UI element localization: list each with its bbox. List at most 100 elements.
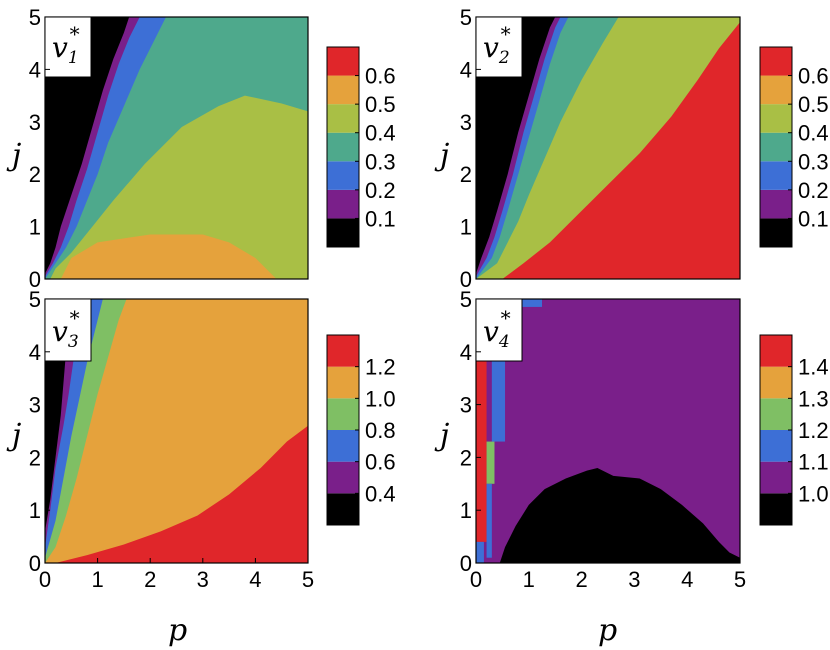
plot-frame-v3 — [44, 298, 309, 564]
xlabel-v4: p — [598, 613, 617, 648]
y-tick-label: 4 — [460, 57, 472, 82]
x-ticks-v3: 0 1 2 3 4 5 — [39, 558, 314, 592]
colorbar-swatch — [327, 366, 359, 399]
colorbar-swatch — [760, 493, 792, 525]
x-tick-label: 3 — [628, 567, 640, 592]
y-tick-label: 4 — [29, 57, 41, 82]
y-tick-label: 3 — [460, 110, 472, 135]
region-level-5 — [55, 425, 308, 563]
region-level-0 — [476, 17, 556, 274]
x-tick-label: 1 — [523, 567, 535, 592]
x-tick-label: 5 — [734, 567, 746, 592]
label-v2: v2* — [483, 22, 511, 68]
y-tick-label: 4 — [29, 340, 41, 365]
heatmap-v1 — [45, 17, 308, 279]
colorbar-swatch — [327, 335, 359, 367]
strip-level-5 — [476, 299, 487, 542]
y-tick-label: 0 — [29, 551, 41, 576]
colorbar-label: 0.6 — [365, 450, 396, 475]
panel-v4: v4* 0 1 2 3 4 5 0 1 2 3 4 5 j p 1.0 1.1 1.2 1.3 1.4 — [434, 287, 829, 648]
colorbar-swatch — [327, 398, 359, 430]
colorbar-label: 1.4 — [798, 355, 829, 380]
colorbar-frame — [759, 46, 793, 248]
colorbar-swatch — [760, 47, 792, 76]
panel-v2: v2* 0 1 2 3 4 5 j 0.1 0.2 0.3 0.4 0.5 0.6 — [434, 5, 829, 292]
strip-level-2 — [507, 299, 542, 307]
y-ticks-v4: 0 1 2 3 4 5 — [460, 287, 481, 576]
strip-level-3 — [486, 441, 495, 484]
colorbar-label: 0.6 — [365, 64, 396, 89]
label-v4: v4* — [483, 306, 511, 352]
x-tick-label: 1 — [91, 567, 103, 592]
y-tick-label: 2 — [460, 162, 472, 187]
colorbar-swatch — [760, 161, 792, 190]
colorbar-label: 0.1 — [798, 206, 829, 231]
x-tick-label: 4 — [249, 567, 261, 592]
colorbar-swatch — [760, 430, 792, 462]
y-tick-label: 2 — [460, 445, 472, 470]
ylabel-v2: j — [434, 138, 449, 173]
y-tick-label: 5 — [29, 287, 41, 312]
colorbar-label: 1.2 — [365, 355, 396, 380]
colorbar-label: 1.2 — [798, 418, 829, 443]
colorbar-swatch — [327, 189, 359, 219]
x-tick-label: 0 — [39, 567, 51, 592]
y-tick-label: 0 — [460, 267, 472, 292]
y-ticks-v3: 0 1 2 3 4 5 — [29, 287, 50, 576]
colorbar-swatch — [327, 104, 359, 133]
region-level-0 — [45, 17, 130, 274]
colorbar-v2: 0.1 0.2 0.3 0.4 0.5 0.6 — [759, 46, 829, 248]
colorbar-label: 0.2 — [365, 178, 396, 203]
colorbar-label: 0.3 — [365, 149, 396, 174]
colorbar-swatch — [327, 493, 359, 525]
colorbar-label: 0.8 — [365, 418, 396, 443]
colorbar-swatch — [760, 218, 792, 247]
colorbar-swatch — [760, 75, 792, 105]
y-tick-label: 5 — [29, 5, 41, 30]
ylabel-v4: j — [434, 418, 449, 453]
y-tick-label: 1 — [460, 498, 472, 523]
ylabel-v3: j — [6, 418, 21, 453]
y-ticks-v1: 0 1 2 3 4 5 — [29, 5, 50, 292]
colorbar-label: 0.6 — [798, 64, 829, 89]
y-tick-label: 0 — [460, 551, 472, 576]
colorbar-v1: 0.1 0.2 0.3 0.4 0.5 0.6 — [326, 46, 396, 248]
colorbar-swatch — [327, 132, 359, 162]
panel-v3: v3* 0 1 2 3 4 5 0 1 2 3 4 5 j p 0.4 0.6 0.8 1.0 1.2 — [6, 287, 396, 648]
ylabel-v1: j — [6, 138, 21, 173]
y-tick-label: 2 — [29, 162, 41, 187]
colorbar-label: 1.1 — [798, 450, 829, 475]
colorbar-v3: 0.4 0.6 0.8 1.0 1.2 — [326, 334, 396, 526]
colorbar-swatch — [760, 189, 792, 219]
plot-frame-v2 — [475, 16, 741, 280]
plot-frame-v1 — [44, 16, 309, 280]
colorbar-swatch — [327, 461, 359, 494]
label-v3: v3* — [52, 306, 80, 352]
y-tick-label: 3 — [29, 393, 41, 418]
colorbar-label: 1.3 — [798, 386, 829, 411]
colorbar-label: 0.4 — [365, 121, 396, 146]
colorbar-swatch — [760, 335, 792, 367]
colorbar-label: 0.4 — [798, 121, 829, 146]
colorbar-swatch — [327, 47, 359, 76]
x-ticks-v4: 0 1 2 3 4 5 — [470, 558, 746, 592]
colorbar-label: 1.0 — [365, 386, 396, 411]
x-tick-label: 2 — [575, 567, 587, 592]
x-tick-label: 4 — [681, 567, 693, 592]
x-tick-label: 5 — [302, 567, 314, 592]
y-tick-label: 5 — [460, 5, 472, 30]
label-box-v1 — [44, 16, 92, 78]
strip-level-2 — [476, 541, 484, 563]
colorbar-swatch — [327, 218, 359, 247]
region-level-6 — [502, 22, 740, 279]
y-tick-label: 4 — [460, 340, 472, 365]
x-tick-label: 2 — [144, 567, 156, 592]
y-tick-label: 0 — [29, 267, 41, 292]
colorbar-frame — [326, 46, 360, 248]
colorbar-swatch — [760, 366, 792, 399]
x-tick-label: 0 — [470, 567, 482, 592]
label-box-v2 — [475, 16, 523, 78]
label-v1: v1* — [52, 22, 80, 68]
colorbar-swatch — [327, 75, 359, 105]
panel-v1: v1* 0 1 2 3 4 5 j 0.1 0.2 0.3 0.4 0.5 0.6 — [6, 5, 396, 292]
